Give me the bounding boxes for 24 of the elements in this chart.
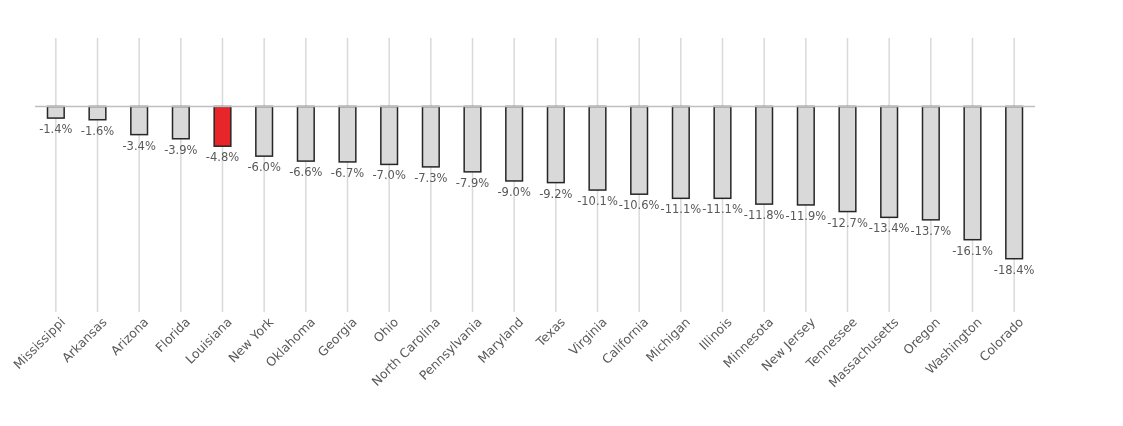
data-label: -7.9% [455, 175, 490, 190]
data-label: -13.4% [868, 221, 910, 236]
data-label: -10.1% [577, 194, 618, 209]
data-label: -11.9% [785, 208, 827, 223]
data-label: -10.6% [618, 198, 660, 213]
data-label: -3.4% [122, 138, 156, 153]
data-label: -16.1% [952, 243, 993, 258]
data-label: -1.4% [39, 122, 73, 137]
data-label: -6.0% [247, 160, 281, 175]
data-label: -1.6% [80, 123, 115, 138]
data-label: -6.7% [330, 165, 365, 180]
data-label: -11.8% [743, 208, 785, 223]
data-label: -7.0% [372, 168, 406, 183]
data-label: -9.2% [539, 186, 573, 201]
data-label: -11.1% [660, 202, 702, 217]
data-label: -3.9% [164, 142, 198, 157]
data-label: -9.0% [497, 184, 531, 199]
data-label: -11.1% [702, 202, 743, 217]
data-label: -13.7% [910, 223, 952, 238]
data-label: -7.3% [414, 170, 448, 185]
data-label: -18.4% [993, 262, 1035, 277]
data-label: -6.6% [289, 165, 323, 180]
data-label: -4.8% [205, 150, 240, 165]
data-label: -12.7% [827, 215, 868, 230]
